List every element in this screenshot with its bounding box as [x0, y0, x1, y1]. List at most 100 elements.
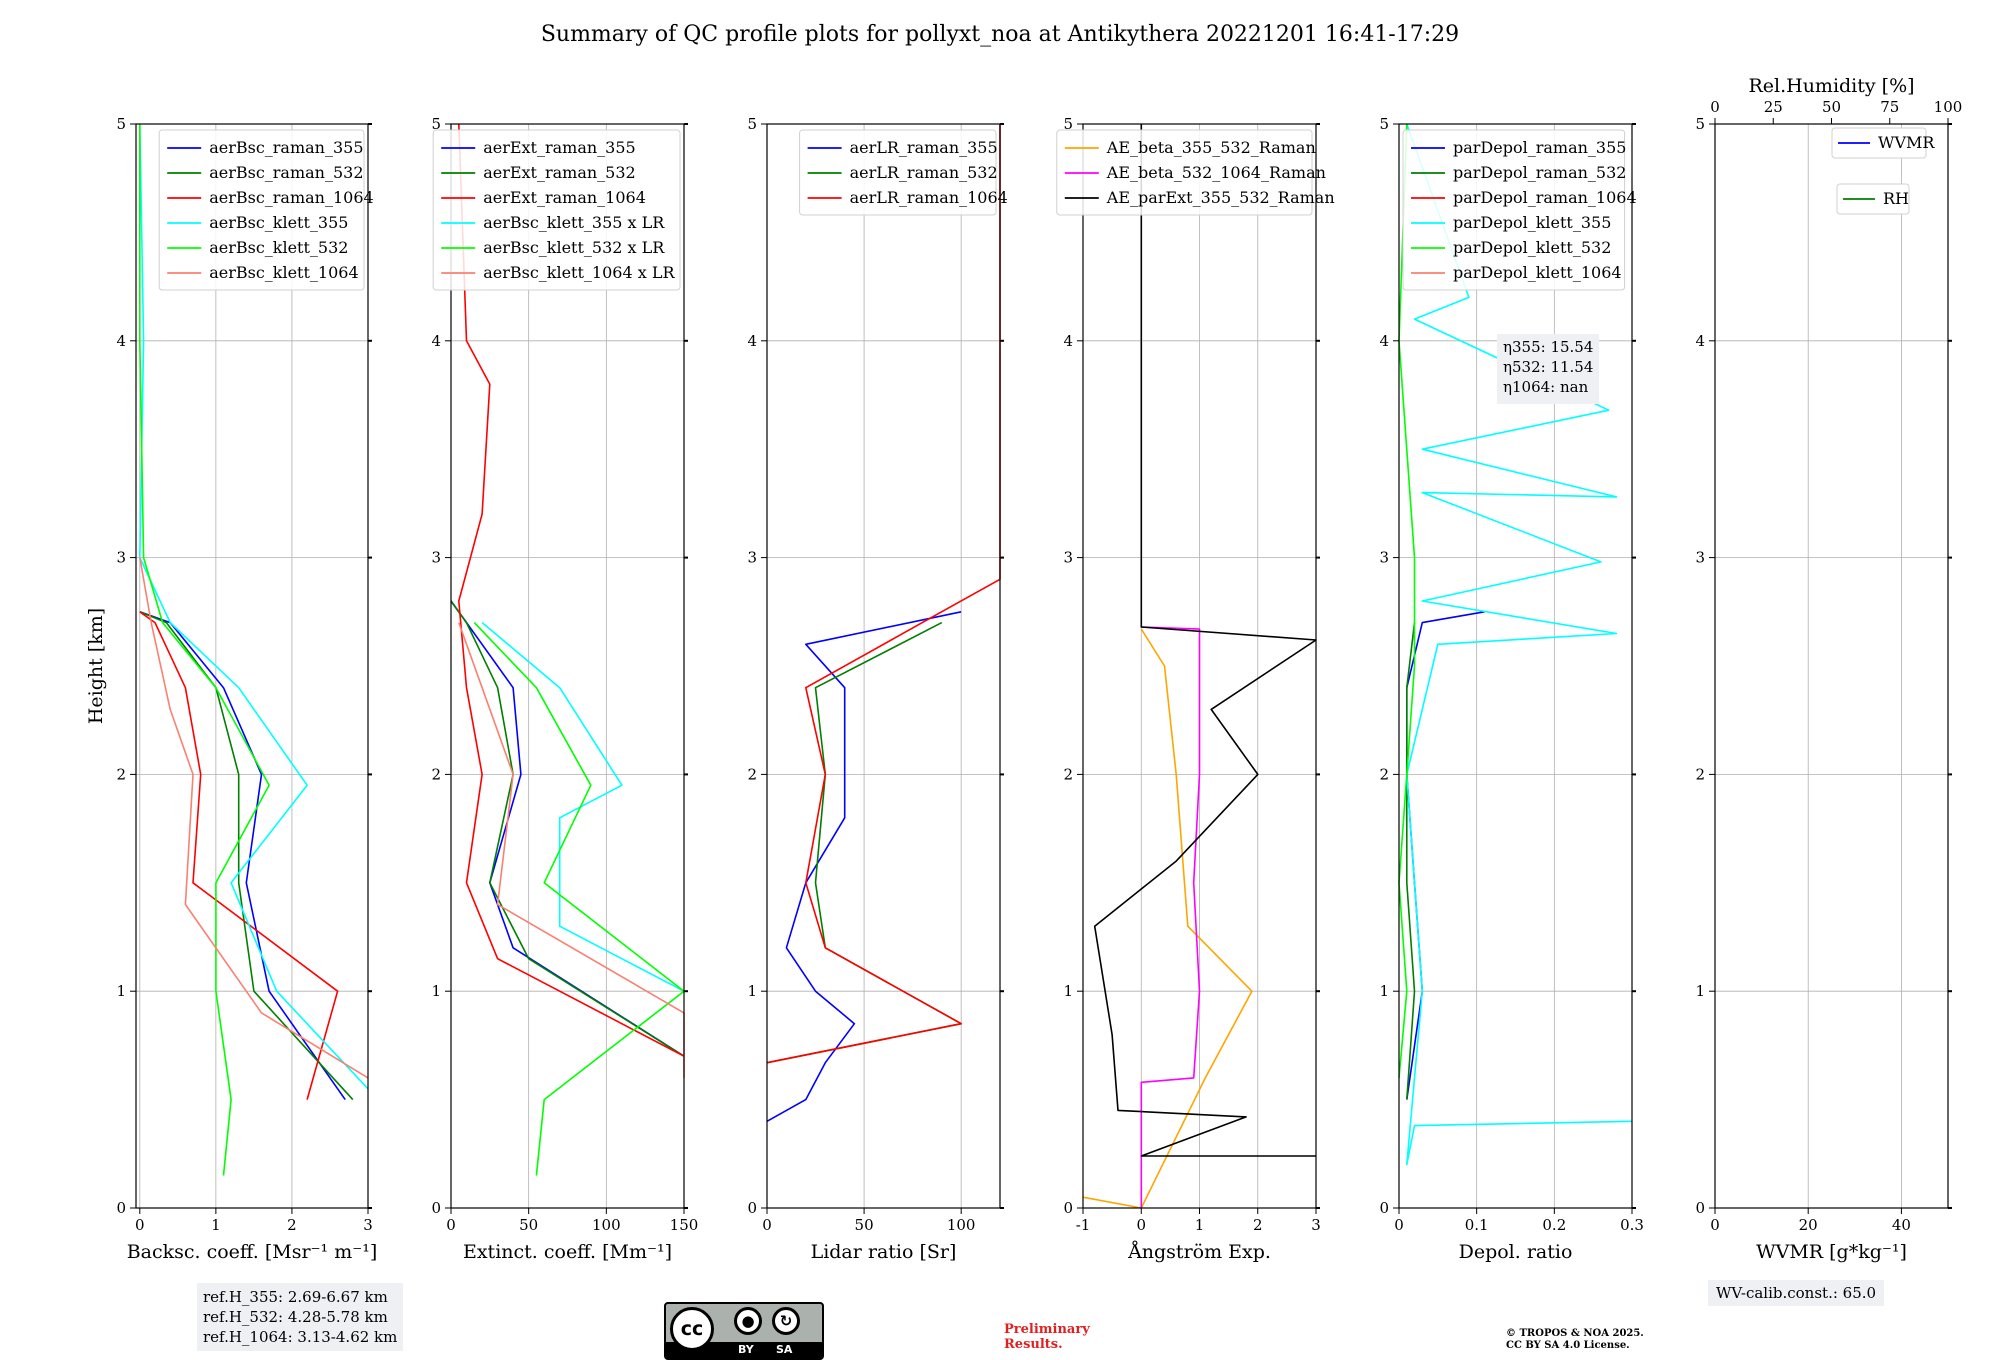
legend-label-aerExt_raman_1064: aerExt_raman_1064 [483, 188, 646, 207]
y-tick-label: 2 [1695, 765, 1705, 783]
legend-label-aerLR_raman_532: aerLR_raman_532 [850, 163, 998, 182]
series-line-aerBsc_klett_1064 x LR [458, 622, 685, 1078]
ref-height-355: ref.H_355: 2.69-6.67 km [203, 1288, 388, 1306]
x-tick-label: 50 [519, 1216, 538, 1234]
y-tick-label: 5 [747, 115, 757, 133]
eta-annotation: η355: 15.54 η532: 11.54 η1064: nan [1497, 334, 1599, 404]
badge-by-label: BY [738, 1343, 754, 1356]
y-axis-label: Height [km] [85, 608, 107, 724]
series-line-aerExt_raman_355 [450, 600, 685, 1057]
plot-frame [135, 123, 369, 1209]
legend-box [1831, 127, 1927, 159]
y-tick-label: 3 [1379, 549, 1389, 567]
y-tick-label: 0 [116, 1199, 126, 1217]
x-tick-label: 0.2 [1542, 1216, 1566, 1234]
y-tick-label: 1 [1379, 982, 1389, 1000]
legend-box [799, 129, 997, 216]
legend-label-aerBsc_klett_355: aerBsc_klett_355 [209, 213, 348, 232]
x-tick-label: 2 [1253, 1216, 1263, 1234]
x-axis-label: Depol. ratio [1459, 1241, 1573, 1263]
top-x-tick-label: 25 [1764, 98, 1783, 116]
legend-RH: RH [1836, 183, 1910, 215]
panel-1: 0 1 2 3 0 1 2 3 4 5 Backsc. coeff. [Msr⁻¹ m⁻¹] Heig… [85, 115, 377, 1263]
y-tick-label: 3 [1695, 549, 1705, 567]
legend-label-WVMR: WVMR [1878, 133, 1935, 152]
series-line-aerBsc_klett_1064 [139, 557, 369, 1079]
x-tick-label: 3 [1311, 1216, 1321, 1234]
series-line-AE_parExt_355_532_Raman [1093, 124, 1317, 1157]
series-line-parDepol_klett_532 [1398, 123, 1416, 1078]
legend-label-aerLR_raman_355: aerLR_raman_355 [850, 138, 998, 157]
legend-label-parDepol_klett_355: parDepol_klett_355 [1453, 213, 1611, 232]
legend-box [432, 129, 681, 291]
x-tick-label: 40 [1892, 1216, 1911, 1234]
y-tick-label: 1 [431, 982, 441, 1000]
y-tick-label: 3 [747, 549, 757, 567]
ref-height-1064: ref.H_1064: 3.13-4.62 km [203, 1328, 398, 1346]
x-axis-label: Extinct. coeff. [Mm⁻¹] [463, 1241, 672, 1263]
x-tick-label: 20 [1799, 1216, 1818, 1234]
y-tick-label: 1 [116, 982, 126, 1000]
x-tick-label: 1 [1195, 1216, 1205, 1234]
y-tick-label: 4 [747, 332, 757, 350]
series-line-aerBsc_klett_355 [139, 123, 369, 1090]
series-line-aerBsc_klett_532 x LR [473, 622, 685, 1176]
top-x-tick-label: 0 [1710, 98, 1720, 116]
annotation-box [1497, 334, 1599, 404]
preliminary-line-1: Preliminary [1004, 1322, 1090, 1337]
legend: AE_beta_355_532_Raman AE_beta_532_1064_Ra… [1056, 129, 1335, 216]
x-tick-label: 2 [287, 1216, 297, 1234]
y-tick-label: 0 [1063, 1199, 1073, 1217]
plot-frame [1714, 123, 1949, 1209]
x-tick-label: 0.3 [1620, 1216, 1644, 1234]
series-line-aerBsc_klett_532 [139, 124, 270, 1176]
legend: aerBsc_raman_355 aerBsc_raman_532 aerBsc_r… [158, 129, 374, 291]
y-tick-label: 3 [1063, 549, 1073, 567]
y-tick-label: 0 [1695, 1199, 1705, 1217]
legend-label-RH: RH [1883, 189, 1909, 208]
legend-label-parDepol_klett_532: parDepol_klett_532 [1453, 238, 1611, 257]
copyright-line-1: © TROPOS & NOA 2025. [1506, 1328, 1644, 1339]
x-tick-label: 100 [947, 1216, 976, 1234]
ref-height-532: ref.H_532: 4.28-5.78 km [203, 1308, 388, 1326]
legend: aerExt_raman_355 aerExt_raman_532 aerExt_r… [432, 129, 681, 291]
preliminary-line-2: Results. [1004, 1337, 1063, 1352]
y-tick-label: 3 [431, 549, 441, 567]
y-tick-label: 0 [1379, 1199, 1389, 1217]
x-tick-label: 0 [135, 1216, 145, 1234]
annotation-line-1: η355: 15.54 [1503, 338, 1593, 356]
legend-label-aerBsc_klett_1064: aerBsc_klett_1064 [209, 263, 358, 282]
x-tick-label: -1 [1076, 1216, 1091, 1234]
y-tick-label: 2 [431, 765, 441, 783]
legend-box [1056, 129, 1313, 216]
series-line-aerBsc_klett_355 x LR [481, 621, 685, 992]
y-tick-label: 2 [1379, 765, 1389, 783]
panel-3: 0 50 100 0 1 2 3 4 5 Lidar ratio [Sr] aerLR_raman_… [747, 115, 1007, 1263]
x-tick-label: 150 [670, 1216, 699, 1234]
y-tick-label: 5 [1695, 115, 1705, 133]
x-tick-label: 100 [592, 1216, 621, 1234]
share-alike-icon: ↻ [772, 1307, 800, 1335]
wv-calibration-box: WV-calib.const.: 65.0 [1708, 1280, 1885, 1306]
panel-6: 0 20 40 0 1 2 3 4 5 WVMR [g*kg⁻¹] 0 25 50 75 100 Rel.Hu… [1695, 75, 1962, 1263]
series-line-aerExt_raman_532 [450, 600, 685, 1057]
x-tick-label: 0 [1394, 1216, 1404, 1234]
copyright-line-2: CC BY SA 4.0 License. [1506, 1340, 1630, 1351]
series-line-aerBsc_raman_532 [139, 611, 354, 1101]
x-tick-label: 0.1 [1465, 1216, 1489, 1234]
series-line-parDepol_raman_532 [1406, 622, 1416, 1100]
y-tick-label: 5 [1379, 115, 1389, 133]
y-tick-label: 4 [1695, 332, 1705, 350]
panel-5: 0 0.1 0.2 0.3 0 1 2 3 4 5 Depol. ratio parDepol_ram… [1379, 115, 1643, 1263]
cc-by-sa-license-badge: cc ● ↻ BY SA [664, 1302, 824, 1360]
y-tick-label: 2 [747, 765, 757, 783]
preliminary-results-note: Preliminary Results. [1004, 1322, 1090, 1352]
legend-label-aerBsc_klett_532 x LR: aerBsc_klett_532 x LR [483, 238, 665, 257]
legend-label-aerBsc_raman_1064: aerBsc_raman_1064 [209, 188, 374, 207]
legend-label-aerBsc_raman_532: aerBsc_raman_532 [209, 163, 363, 182]
series-line-AE_beta_355_532_Raman [1082, 628, 1253, 1209]
y-tick-label: 1 [747, 982, 757, 1000]
plot-frame [1398, 123, 1633, 1209]
y-tick-label: 0 [747, 1199, 757, 1217]
